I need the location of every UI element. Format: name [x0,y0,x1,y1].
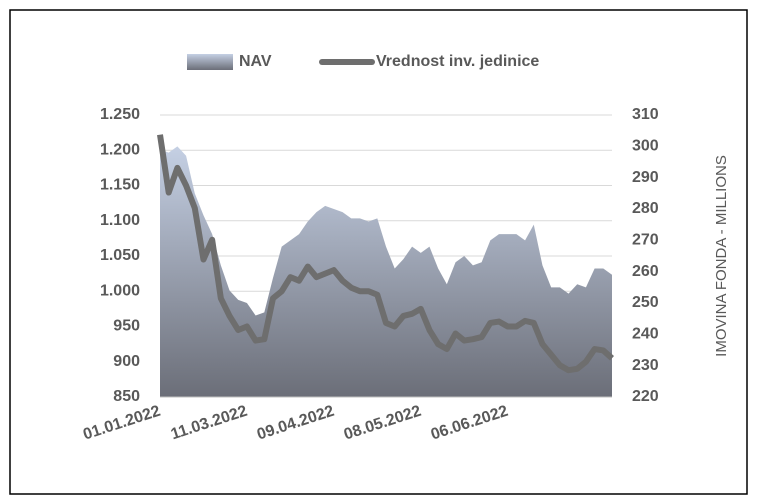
y-tick-label: 1.250 [100,106,140,123]
legend-label: Vrednost inv. jedinice [376,53,539,70]
y2-tick-label: 270 [632,232,659,249]
y2-tick-label: 220 [632,388,659,405]
y2-tick-label: 240 [632,326,659,343]
y-tick-label: 1.100 [100,212,140,229]
y2-tick-label: 300 [632,138,659,155]
y-tick-label: 950 [113,318,140,335]
y-tick-label: 1.200 [100,141,140,158]
y-tick-label: 1.000 [100,282,140,299]
nav-area [160,146,612,397]
y-tick-label: 850 [113,388,140,405]
unit-value-line [157,134,614,374]
y-tick-label: 1.050 [100,247,140,264]
y-tick-label: 900 [113,353,140,370]
y-tick-label: 1.150 [100,177,140,194]
y2-tick-label: 280 [632,200,659,217]
y2-axis-title: IMOVINA FONDA - MILLIONS [713,155,730,357]
y2-tick-label: 250 [632,294,659,311]
legend-label: NAV [239,53,272,70]
y2-tick-label: 310 [632,106,659,123]
legend-swatch [187,54,233,70]
y2-tick-label: 230 [632,357,659,374]
y2-tick-label: 260 [632,263,659,280]
y2-tick-label: 290 [632,169,659,186]
